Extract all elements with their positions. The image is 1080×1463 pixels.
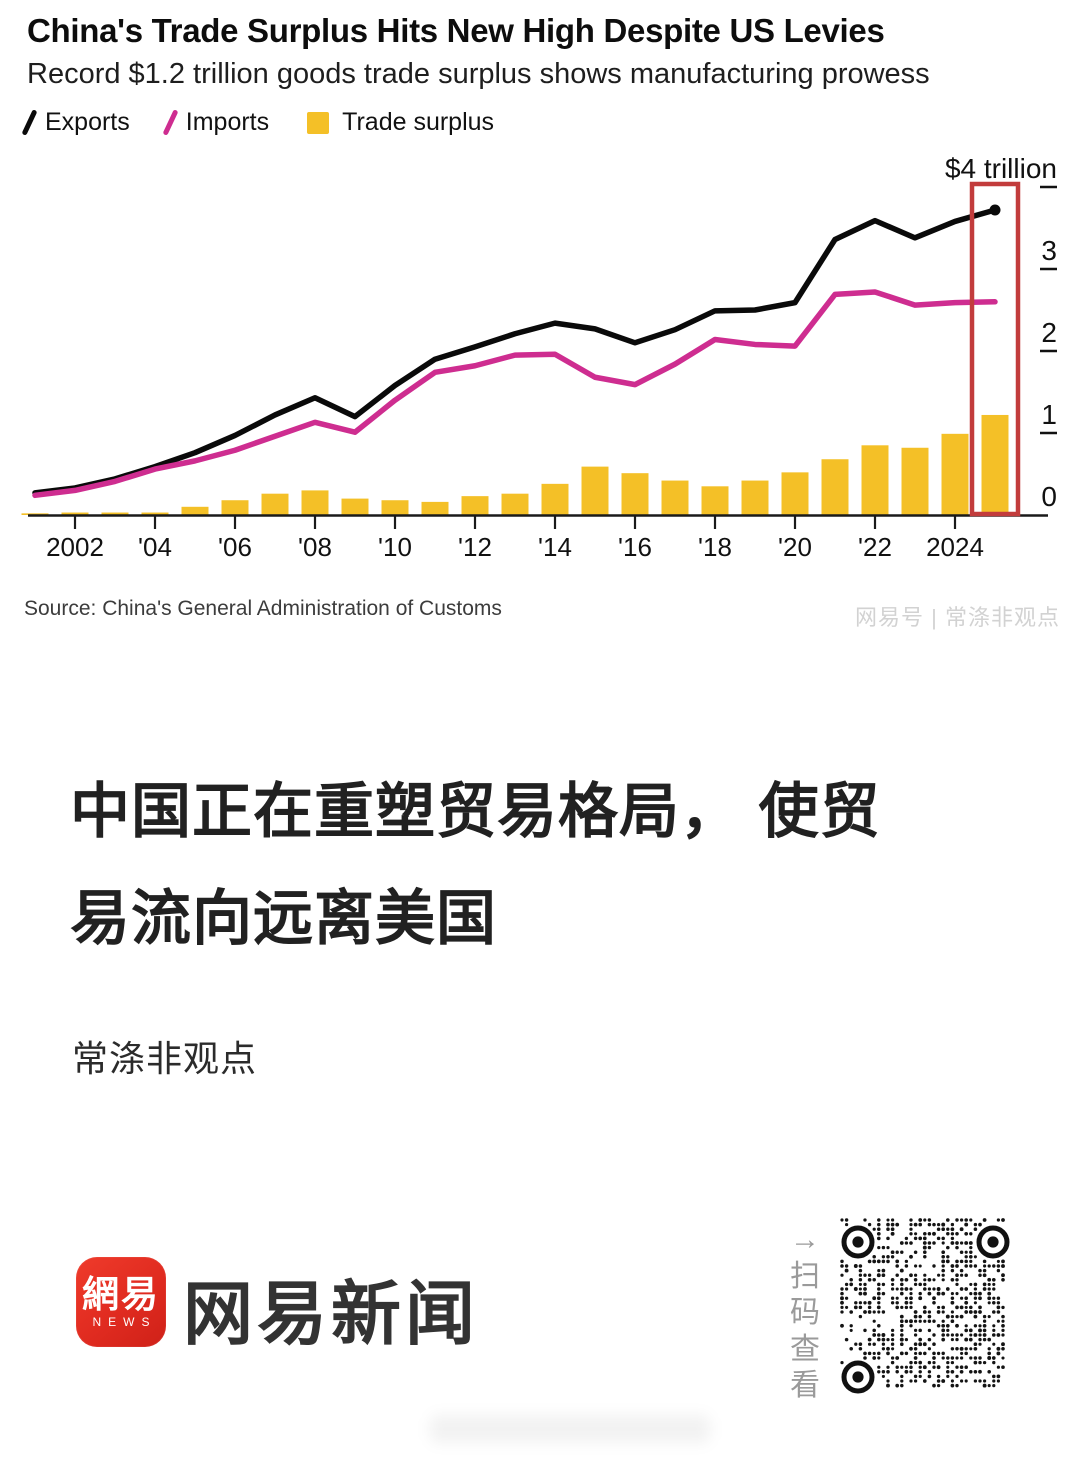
source-note: Source: China's General Administration o… — [24, 597, 502, 620]
legend-label: Exports — [45, 108, 130, 136]
svg-text:'04: '04 — [138, 532, 172, 562]
chart-title: China's Trade Surplus Hits New High Desp… — [27, 12, 885, 49]
headline-line-2: 易流向远离美国 — [70, 885, 497, 952]
svg-text:'12: '12 — [458, 532, 492, 562]
y-axis-labels: $4 trillion 3 2 1 0 — [945, 153, 1057, 512]
svg-text:2: 2 — [1041, 317, 1057, 348]
qr-caption-char: 扫 — [790, 1259, 820, 1293]
netease-news-logo: 網易 NEWS — [76, 1257, 166, 1347]
svg-text:'06: '06 — [218, 532, 252, 562]
svg-text:$4 trillion: $4 trillion — [945, 153, 1057, 184]
netease-hao-watermark: 网易号 | 常涤非观点 — [855, 605, 1060, 630]
svg-text:'08: '08 — [298, 532, 332, 562]
svg-text:'10: '10 — [378, 532, 412, 562]
qr-scan-caption: → 扫 码 查 看 — [786, 1224, 824, 1402]
highlight-box-2025 — [969, 181, 1021, 517]
right-arrow-icon: → — [790, 1223, 820, 1256]
exports-imports-lines — [32, 204, 1001, 499]
article-headline: 中国正在重塑贸易格局， 使贸 易流向远离美国 — [70, 758, 1030, 972]
svg-text:0: 0 — [1041, 481, 1057, 512]
svg-text:2024: 2024 — [926, 532, 984, 562]
trade-surplus-bars — [21, 414, 1009, 515]
svg-text:2002: 2002 — [46, 532, 104, 562]
brand-name: 网易新闻 — [183, 1275, 479, 1353]
qr-code — [840, 1218, 1010, 1394]
legend-label: Imports — [185, 108, 270, 136]
author-name: 常涤非观点 — [72, 1038, 258, 1079]
svg-text:'14: '14 — [538, 532, 572, 562]
legend-item-trade-surplus: Trade surplus — [307, 108, 494, 137]
legend-item-imports: Imports — [162, 108, 270, 137]
svg-text:1: 1 — [1041, 399, 1057, 430]
imports-line-swatch-icon — [162, 109, 179, 136]
qr-caption-char: 看 — [790, 1369, 820, 1402]
x-axis: 2002 '04 '06 '08 '10 '12 '14 '16 '18 '20 '22 2024 — [28, 514, 1048, 562]
qr-caption-char: 码 — [790, 1296, 820, 1329]
faint-watermark — [430, 1415, 710, 1443]
logo-characters: 網易 — [82, 1274, 160, 1315]
svg-text:3: 3 — [1041, 235, 1057, 266]
legend-item-exports: Exports — [21, 108, 130, 137]
legend-label: Trade surplus — [342, 108, 495, 136]
chart-subtitle: Record $1.2 trillion goods trade surplus… — [27, 58, 930, 90]
logo-caption: NEWS — [92, 1315, 157, 1329]
svg-text:'18: '18 — [698, 532, 732, 562]
headline-line-1: 中国正在重塑贸易格局， 使贸 — [70, 778, 881, 845]
qr-caption-char: 查 — [790, 1332, 820, 1366]
svg-text:'22: '22 — [858, 532, 892, 562]
trade-surplus-bar-swatch-icon — [307, 111, 330, 134]
svg-text:'20: '20 — [778, 532, 812, 562]
trade-chart: 2002 '04 '06 '08 '10 '12 '14 '16 '18 '20 '22 2024 $… — [21, 153, 1057, 562]
svg-text:'16: '16 — [618, 532, 652, 562]
chart-legend: Exports Imports Trade surplus — [21, 108, 494, 137]
exports-line-swatch-icon — [21, 109, 38, 136]
